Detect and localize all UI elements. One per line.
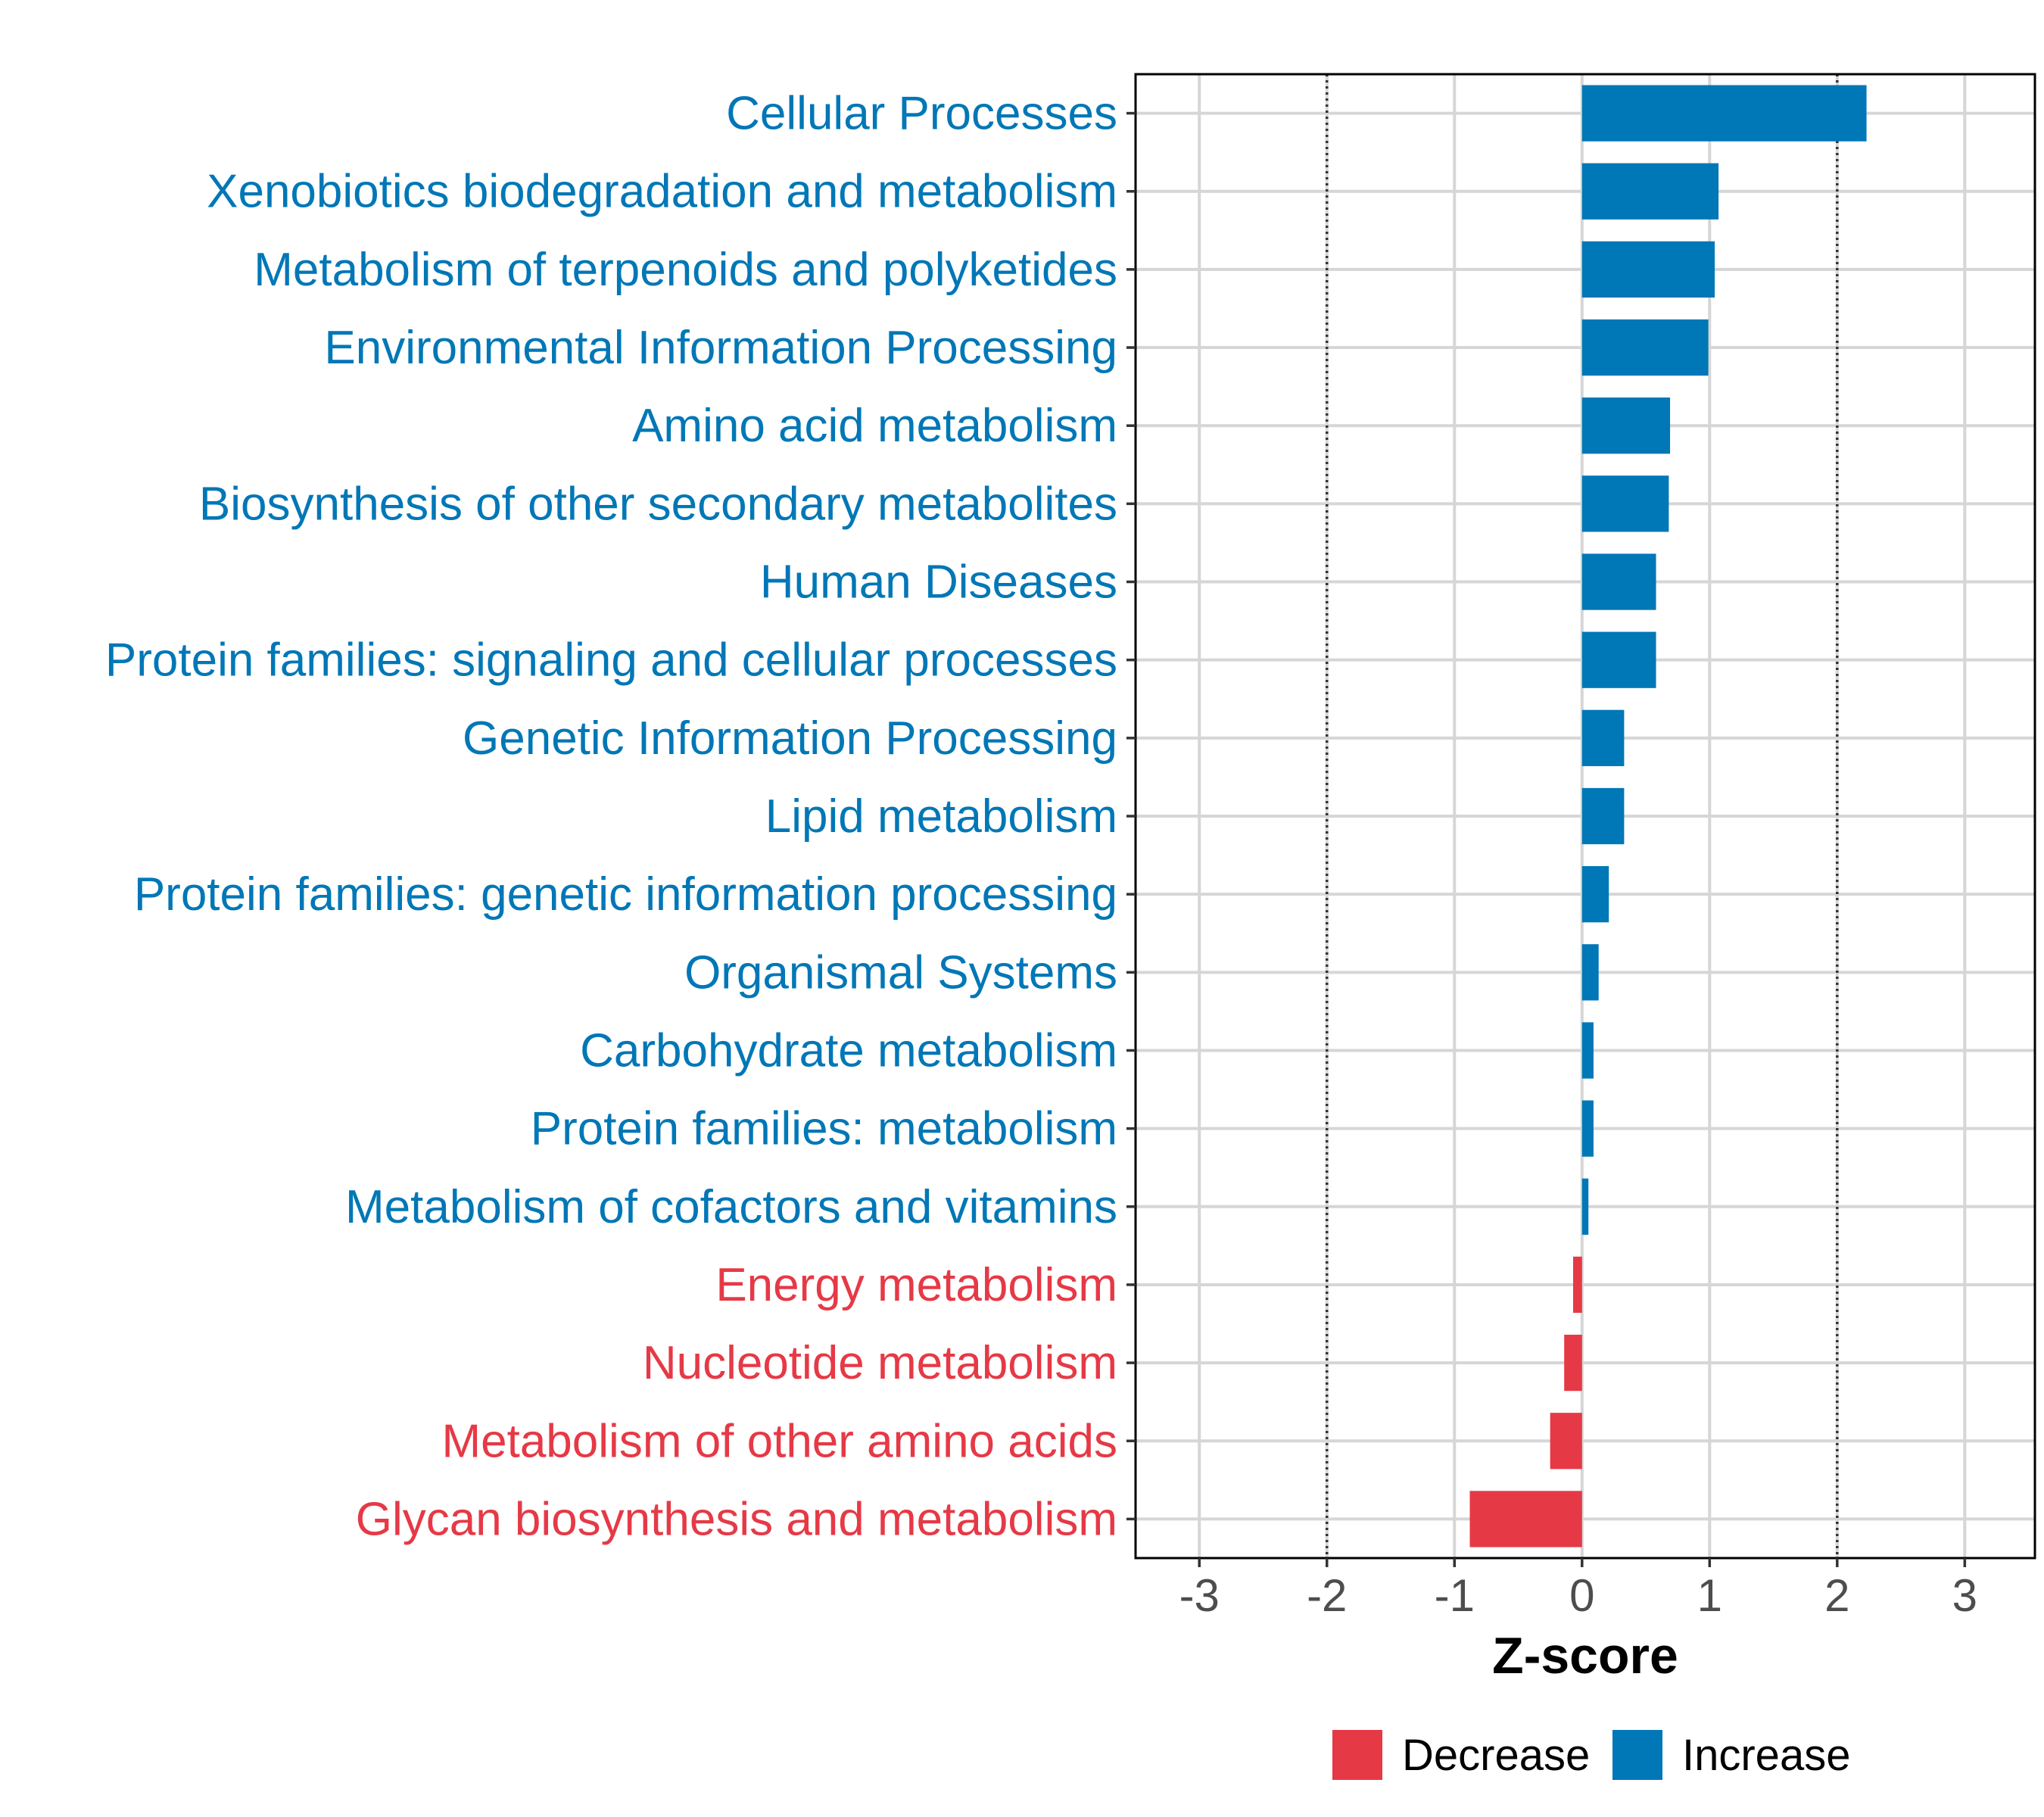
category-label: Nucleotide metabolism	[643, 1337, 1117, 1389]
category-label: Glycan biosynthesis and metabolism	[356, 1493, 1117, 1545]
x-tick-label: 2	[1824, 1570, 1849, 1621]
legend-label-increase: Increase	[1682, 1731, 1850, 1780]
category-label: Environmental Information Processing	[324, 322, 1117, 374]
x-tick-label: -2	[1307, 1570, 1347, 1621]
bar	[1572, 1256, 1582, 1314]
category-label: Amino acid metabolism	[632, 400, 1117, 452]
legend-label-decrease: Decrease	[1402, 1731, 1590, 1780]
legend-swatch-decrease	[1332, 1730, 1382, 1780]
category-label: Biosynthesis of other secondary metaboli…	[199, 478, 1117, 530]
x-axis-title: Z-score	[1492, 1627, 1678, 1685]
bar	[1581, 709, 1625, 766]
x-tick-label: 0	[1569, 1570, 1594, 1621]
category-label: Metabolism of other amino acids	[441, 1415, 1117, 1467]
category-label: Genetic Information Processing	[463, 712, 1117, 765]
bar	[1581, 944, 1599, 1001]
bar	[1581, 397, 1671, 454]
bar	[1469, 1491, 1582, 1547]
legend: Decrease Increase	[1332, 1730, 1850, 1780]
bar	[1581, 1100, 1594, 1157]
category-label: Protein families: genetic information pr…	[134, 868, 1117, 921]
x-tick-label: -3	[1179, 1570, 1220, 1621]
x-tick-label: -1	[1435, 1570, 1475, 1621]
bar	[1581, 787, 1625, 845]
bar	[1581, 163, 1719, 220]
bar-layer	[1469, 85, 1867, 1547]
category-label: Metabolism of terpenoids and polyketides	[254, 244, 1117, 296]
category-labels: Cellular Processes Xenobiotics biodegrada…	[105, 88, 1117, 1546]
bar	[1564, 1334, 1582, 1392]
legend-swatch-increase	[1612, 1730, 1662, 1780]
category-label: Human Diseases	[760, 556, 1117, 609]
bar	[1581, 319, 1709, 376]
category-label: Lipid metabolism	[765, 790, 1117, 843]
category-label: Cellular Processes	[726, 88, 1117, 140]
x-tick-label: 1	[1697, 1570, 1722, 1621]
category-label: Metabolism of cofactors and vitamins	[345, 1181, 1117, 1233]
bar	[1581, 1178, 1589, 1235]
bar	[1581, 866, 1609, 923]
category-label: Energy metabolism	[715, 1259, 1117, 1311]
bar	[1581, 241, 1715, 298]
category-label: Organismal Systems	[684, 946, 1117, 999]
category-label: Carbohydrate metabolism	[580, 1024, 1117, 1077]
bar	[1581, 475, 1669, 532]
bar	[1581, 631, 1656, 688]
tick-layer: -3 -2 -1 0 1 2 3	[1126, 111, 1977, 1621]
bar	[1581, 85, 1867, 142]
bar	[1581, 553, 1656, 610]
x-tick-label: 3	[1952, 1570, 1977, 1621]
bar	[1550, 1413, 1582, 1469]
category-label: Protein families: metabolism	[531, 1103, 1117, 1155]
category-label: Xenobiotics biodegradation and metabolis…	[207, 166, 1117, 218]
bar	[1581, 1022, 1594, 1079]
category-label: Protein families: signaling and cellular…	[105, 634, 1117, 687]
